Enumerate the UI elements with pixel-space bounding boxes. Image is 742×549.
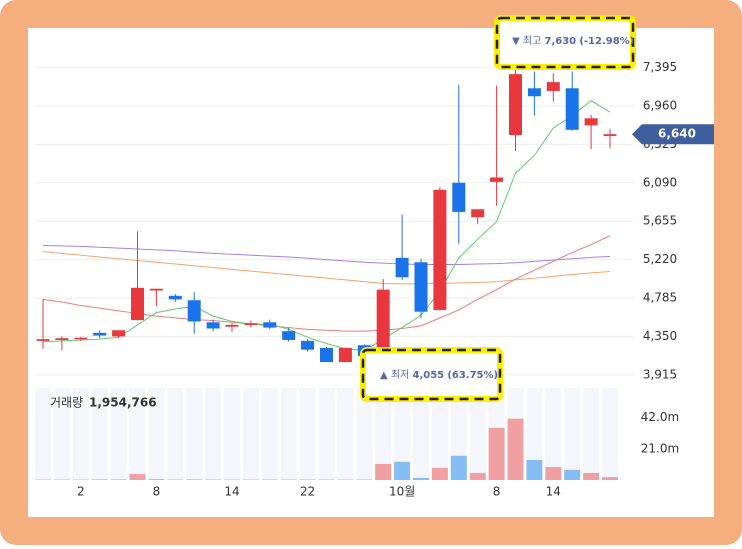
volume-column (205, 388, 221, 480)
candle-body (415, 262, 428, 311)
x-tick-label: 22 (300, 485, 315, 499)
volume-current: 1,954,766 (89, 396, 157, 410)
candle-body (585, 118, 598, 125)
volume-column (564, 388, 580, 480)
candle-body (112, 330, 125, 336)
candle-body (490, 177, 503, 181)
annotation-value: 7,630 (544, 36, 576, 47)
annotation-arrow: ▲ (380, 370, 388, 381)
annotation-label: 최저 (391, 369, 409, 381)
volume-bar (470, 473, 486, 480)
volume-column (243, 388, 259, 480)
candle-body (263, 322, 276, 327)
volume-tick-label: 21.0m (641, 441, 679, 455)
volume-column (186, 388, 202, 480)
volume-column (602, 388, 618, 480)
volume-bar (92, 479, 108, 480)
y-tick-label: 5,655 (643, 214, 677, 228)
candle-body (604, 134, 617, 136)
candle-body (37, 339, 50, 341)
candle-body (433, 190, 446, 310)
volume-column (300, 388, 316, 480)
candle-body (528, 88, 541, 96)
candle-body (207, 322, 220, 328)
annotation: ▼ 최고 7,630 (-12.98%) (512, 35, 634, 47)
volume-bar (375, 464, 391, 480)
annotation-change: (63.75%) (447, 370, 498, 381)
annotation-value: 4,055 (412, 370, 444, 381)
volume-bar (545, 467, 561, 480)
volume-title: 거래량 (50, 396, 83, 410)
volume-column (167, 388, 183, 480)
candle-body (282, 331, 295, 340)
current-price-label: 6,640 (658, 127, 696, 141)
candle-body (74, 338, 87, 340)
y-tick-label: 6,960 (643, 98, 677, 112)
volume-column (224, 388, 240, 480)
volume-bar (602, 477, 618, 480)
candle-body (55, 338, 68, 340)
candle-body (244, 323, 257, 325)
annotation-arrow: ▼ (512, 36, 520, 47)
candle-body (320, 348, 333, 362)
candle-body (452, 183, 465, 212)
candle-body (301, 341, 314, 350)
volume-bar (186, 479, 202, 480)
x-tick-label: 8 (153, 485, 161, 499)
volume-column (319, 388, 335, 480)
volume-column (281, 388, 297, 480)
volume-bar (130, 474, 146, 480)
candle-body (471, 209, 484, 217)
candle-body (339, 348, 352, 362)
candle-body (150, 289, 163, 291)
volume-column (35, 388, 51, 480)
x-tick-label: 10월 (389, 485, 415, 499)
candle-body (131, 288, 144, 320)
volume-bar (564, 470, 580, 480)
volume-bar (508, 419, 524, 480)
volume-bar (489, 428, 505, 480)
volume-column (337, 388, 353, 480)
volume-bar (111, 479, 127, 480)
candle-body (93, 333, 106, 336)
candle-body (377, 290, 390, 357)
volume-tick-label: 42.0m (641, 410, 679, 424)
volume-bar (394, 462, 410, 480)
volume-column (583, 388, 599, 480)
x-tick-label: 2 (77, 485, 85, 499)
annotation-label: 최고 (523, 35, 541, 47)
y-tick-label: 4,350 (643, 329, 677, 343)
y-tick-label: 4,785 (643, 291, 677, 305)
candle-body (226, 325, 239, 327)
volume-bar (526, 460, 542, 480)
volume-bar (451, 456, 467, 480)
candle-body (509, 74, 522, 135)
annotation-change: (-12.98%) (579, 36, 634, 47)
candle-body (169, 296, 182, 300)
candle-body (396, 258, 409, 277)
y-tick-label: 5,220 (643, 252, 677, 266)
annotation: ▲ 최저 4,055 (63.75%) (380, 369, 498, 381)
volume-column (545, 388, 561, 480)
x-tick-label: 14 (224, 485, 239, 499)
y-tick-label: 3,915 (643, 367, 677, 381)
volume-bar (583, 473, 599, 480)
volume-bar (432, 468, 448, 480)
volume-column (262, 388, 278, 480)
volume-bar (413, 478, 429, 480)
y-tick-label: 6,090 (643, 175, 677, 189)
candle-body (188, 300, 201, 321)
candle-body (547, 82, 560, 91)
candle-body (566, 88, 579, 130)
volume-bar (148, 479, 164, 480)
y-tick-label: 7,395 (643, 60, 677, 74)
x-tick-label: 8 (493, 485, 501, 499)
x-tick-label: 14 (546, 485, 561, 499)
